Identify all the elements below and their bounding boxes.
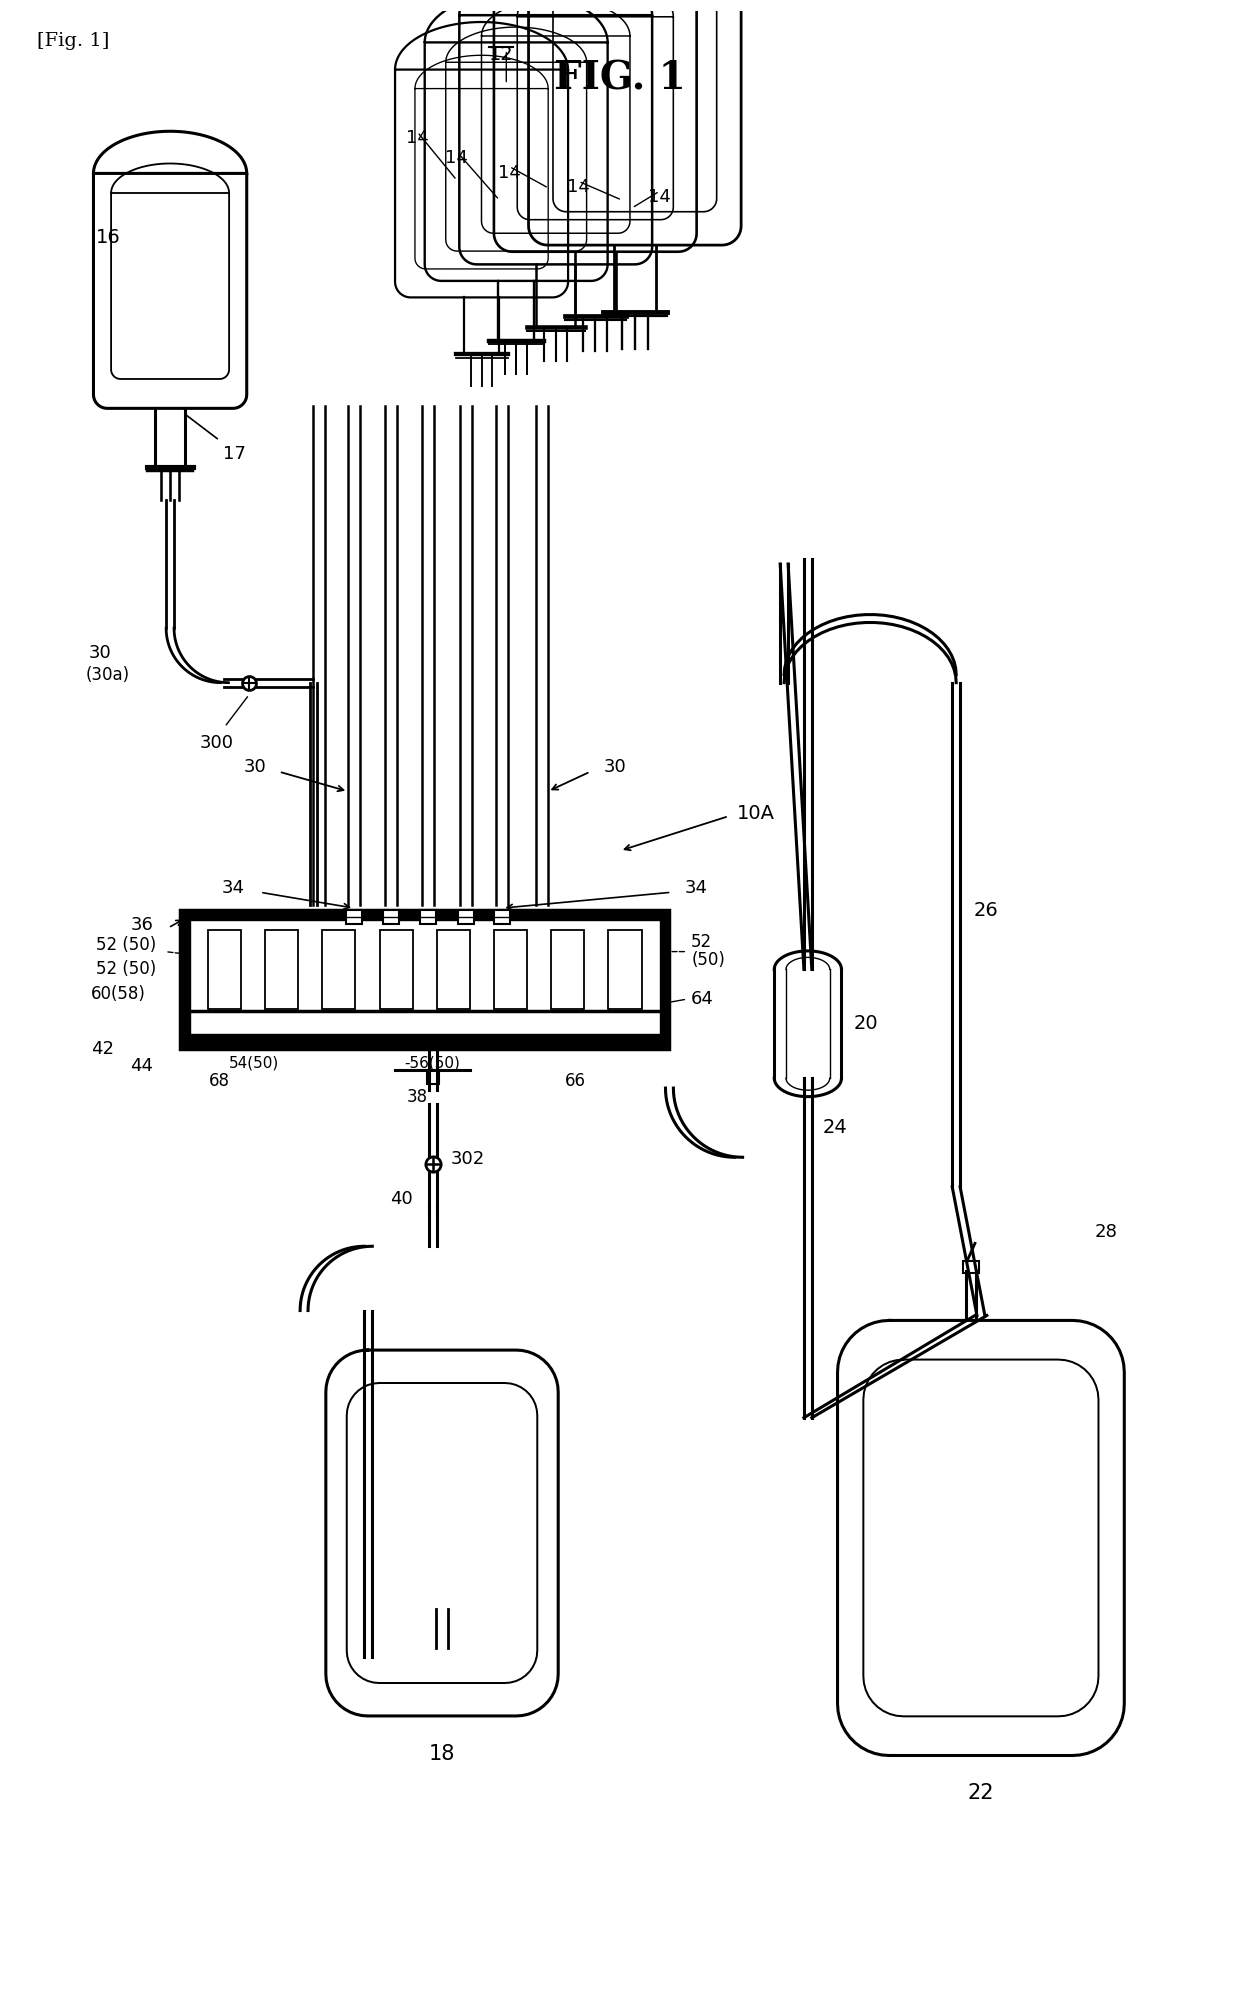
Bar: [383, 910, 398, 924]
Bar: [436, 930, 470, 1009]
Bar: [208, 930, 241, 1009]
Text: 16: 16: [95, 229, 120, 247]
Bar: [322, 930, 356, 1009]
Bar: [495, 910, 510, 924]
Text: 64: 64: [691, 990, 714, 1009]
Text: 54(50): 54(50): [229, 1055, 279, 1071]
Bar: [609, 930, 641, 1009]
Text: 14: 14: [405, 129, 429, 147]
Text: 22: 22: [967, 1784, 994, 1804]
Text: 30: 30: [603, 757, 626, 775]
Text: FIG. 1: FIG. 1: [554, 60, 686, 98]
Bar: [427, 1071, 439, 1085]
Text: 68: 68: [210, 1073, 231, 1091]
Text: 52: 52: [691, 932, 712, 950]
Text: 14: 14: [445, 149, 469, 167]
Text: 34: 34: [684, 880, 707, 898]
Text: 34: 34: [221, 880, 244, 898]
Text: 302: 302: [450, 1151, 485, 1169]
Text: 18: 18: [429, 1744, 455, 1764]
Bar: [379, 930, 413, 1009]
Text: 24: 24: [822, 1119, 847, 1137]
Text: 42: 42: [91, 1039, 114, 1057]
Text: 26: 26: [973, 900, 998, 920]
Text: 14: 14: [649, 189, 671, 207]
Text: 44: 44: [130, 1057, 154, 1075]
Bar: [265, 930, 299, 1009]
Text: 20: 20: [853, 1015, 878, 1033]
Text: 28: 28: [1095, 1223, 1117, 1242]
Text: 12: 12: [489, 44, 513, 64]
Text: [Fig. 1]: [Fig. 1]: [37, 32, 109, 50]
Text: 14: 14: [497, 163, 521, 181]
Text: 60(58): 60(58): [91, 984, 146, 1002]
Text: 14: 14: [567, 179, 590, 197]
Text: 40: 40: [391, 1189, 413, 1207]
Bar: [420, 910, 436, 924]
Text: (50): (50): [691, 950, 725, 968]
Bar: [552, 930, 584, 1009]
Bar: [458, 910, 474, 924]
Text: 38: 38: [407, 1089, 428, 1107]
Text: 52 (50): 52 (50): [95, 936, 156, 954]
Text: 52 (50): 52 (50): [95, 960, 156, 978]
Bar: [494, 930, 527, 1009]
Text: 30: 30: [89, 645, 112, 663]
Text: 66: 66: [565, 1073, 587, 1091]
Bar: [180, 910, 670, 1049]
Text: 36: 36: [130, 916, 154, 934]
Text: -56(50): -56(50): [404, 1055, 460, 1071]
Text: (30a): (30a): [86, 665, 130, 683]
Text: 17: 17: [222, 446, 246, 464]
Text: 30: 30: [243, 757, 267, 775]
Text: 300: 300: [200, 733, 234, 751]
Bar: [963, 1262, 978, 1274]
Text: 10A: 10A: [737, 804, 775, 822]
Bar: [346, 910, 362, 924]
Bar: [190, 920, 660, 1035]
